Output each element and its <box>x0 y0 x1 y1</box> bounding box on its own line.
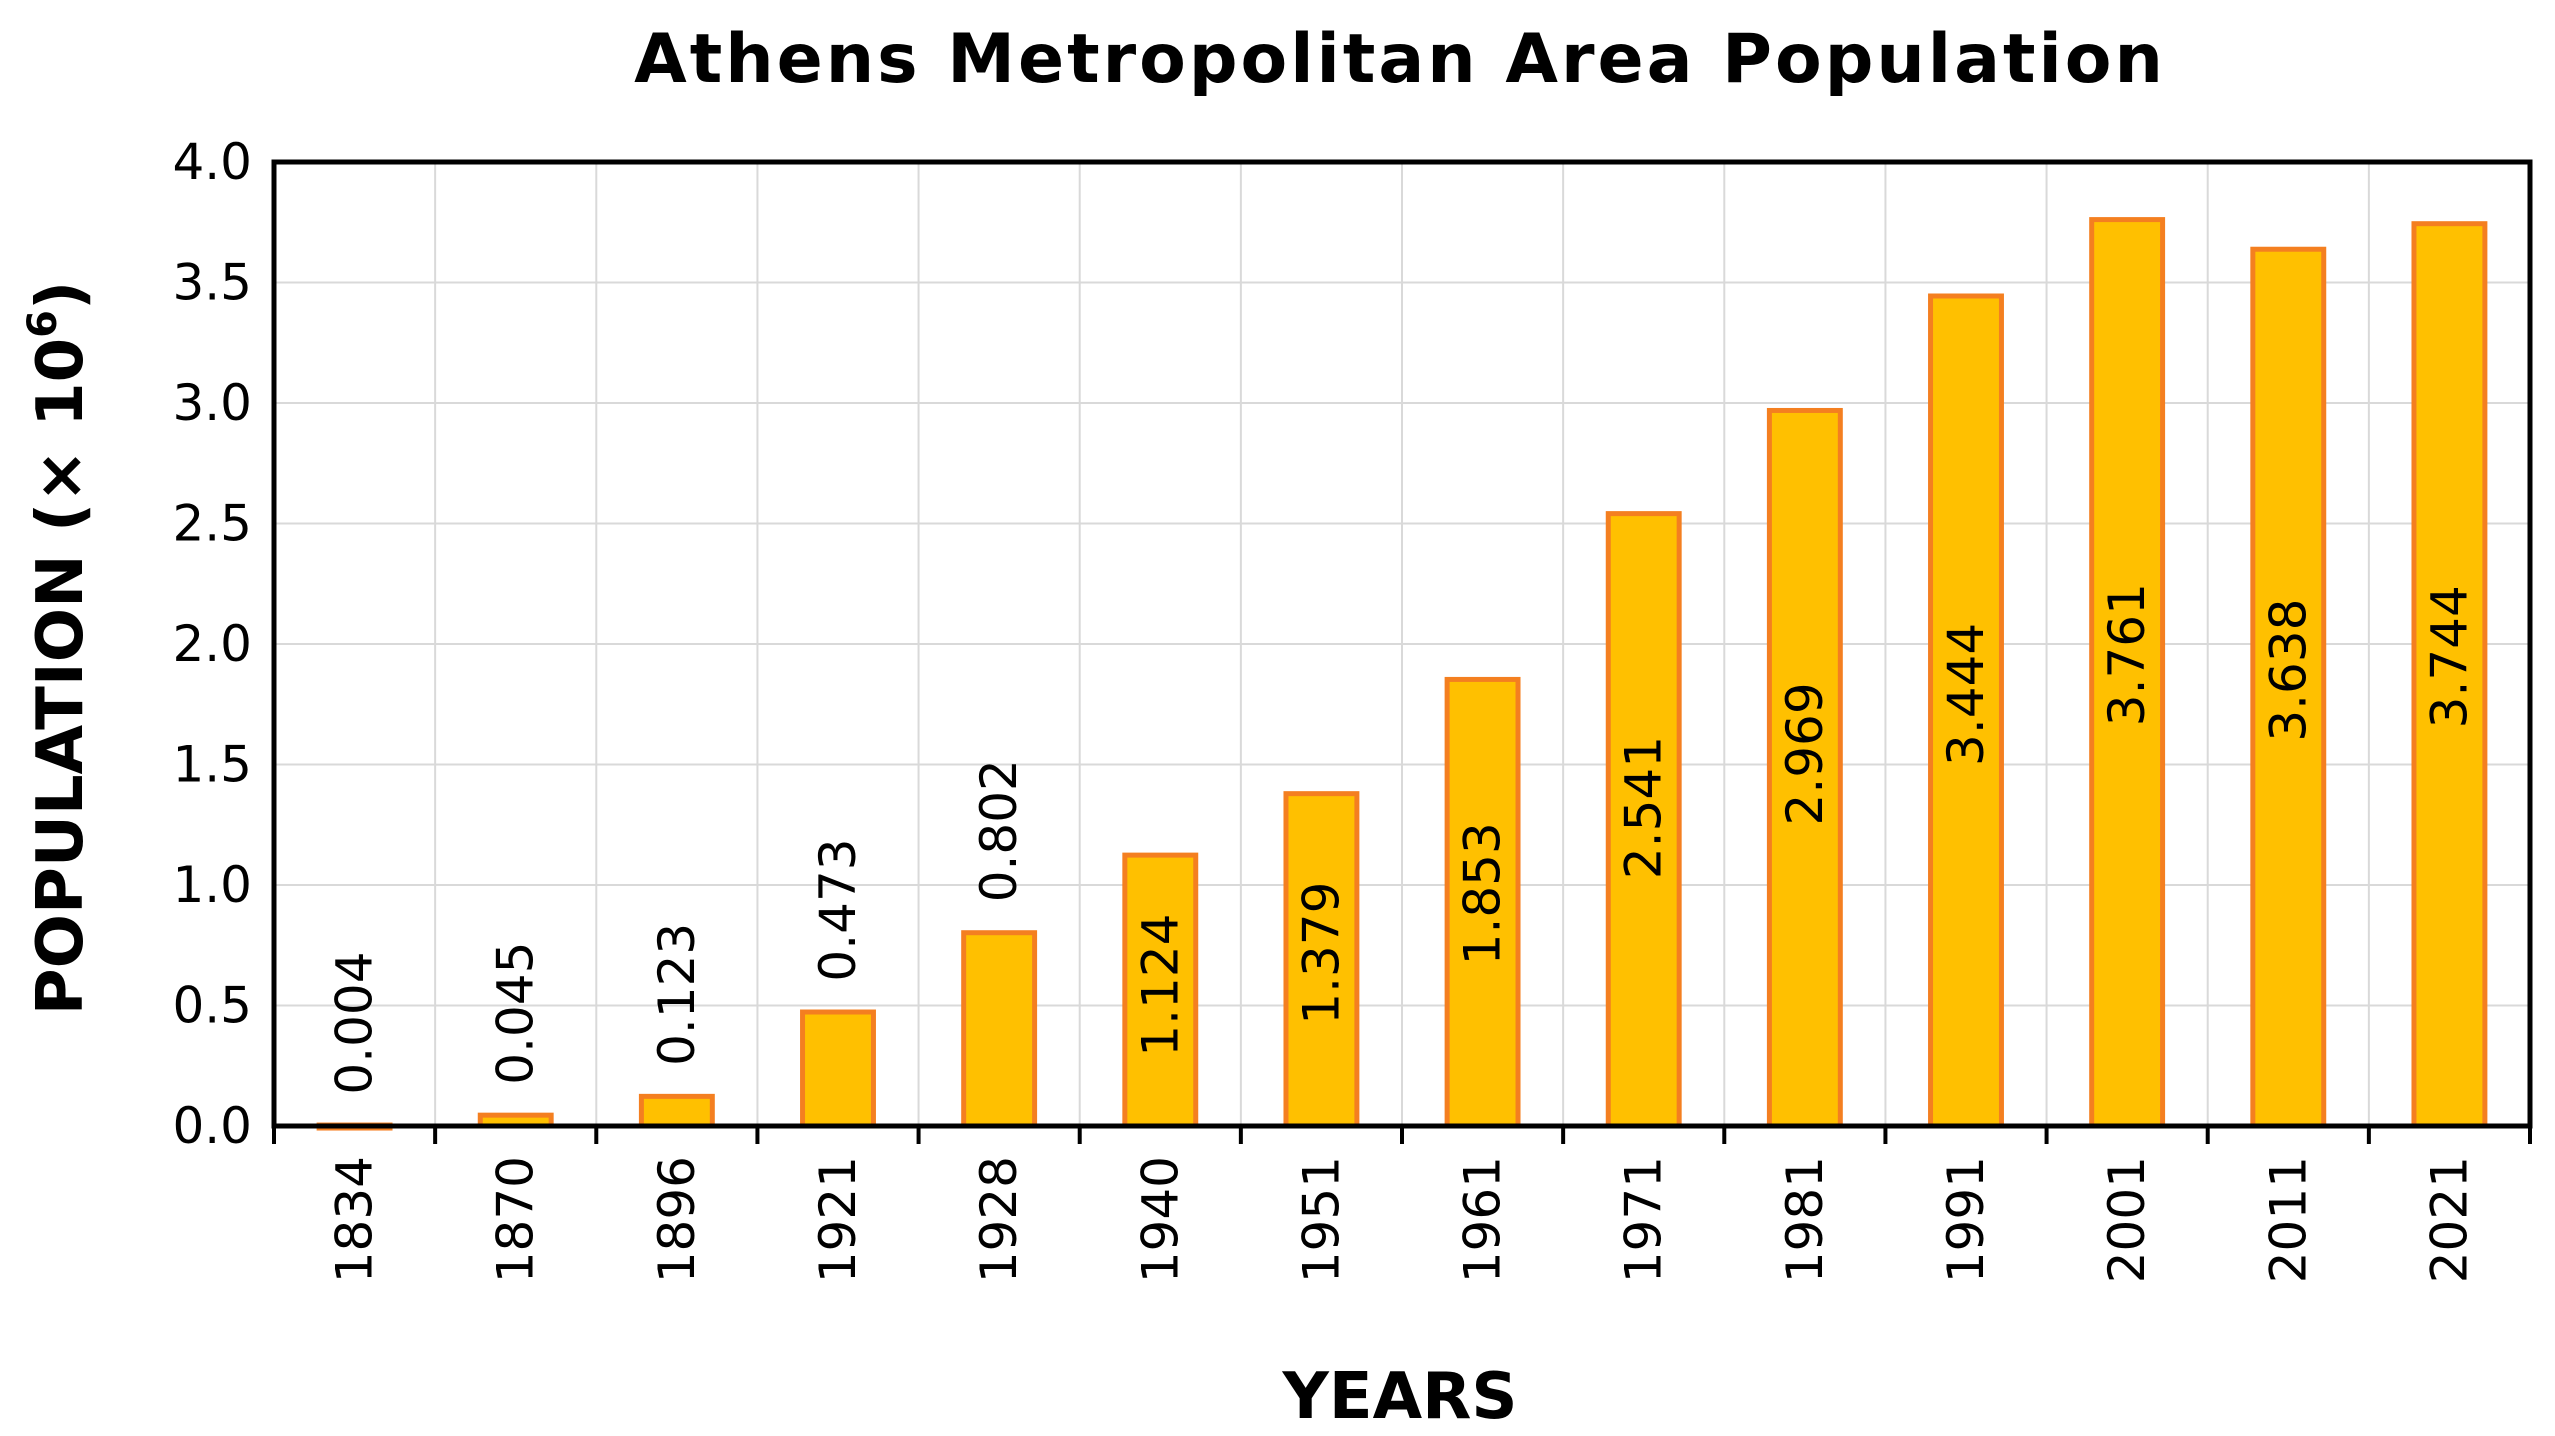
data-label: 0.123 <box>648 923 706 1066</box>
x-tick-label: 1971 <box>1615 1156 1673 1283</box>
y-tick-label: 4.0 <box>172 133 252 191</box>
data-label: 1.379 <box>1292 882 1350 1025</box>
y-axis-title: POPULATION (× 106) <box>20 281 98 1016</box>
x-tick-label: 1834 <box>326 1156 384 1283</box>
data-label: 2.969 <box>1776 682 1834 825</box>
y-tick-label: 0.5 <box>172 977 252 1035</box>
y-tick-label: 3.5 <box>172 254 252 312</box>
data-label: 1.124 <box>1131 914 1189 1057</box>
bar <box>961 930 1038 1129</box>
data-label: 2.541 <box>1615 736 1673 879</box>
y-tick-label: 1.5 <box>172 736 252 794</box>
bar <box>638 1093 715 1129</box>
bar <box>800 1009 876 1129</box>
y-tick-label: 3.0 <box>172 374 252 432</box>
y-tick-label: 2.0 <box>172 615 252 673</box>
bar <box>2411 221 2488 1129</box>
axes: 0.0 0.5 1.0 1.5 2.0 2.5 3.0 3.5 4.0 1834 1870 1896 1… <box>172 133 2532 1283</box>
data-label: 3.761 <box>2098 583 2156 726</box>
bars <box>316 217 2488 1131</box>
data-label: 3.444 <box>1937 623 1995 766</box>
plot-frame <box>271 159 2533 1129</box>
chart-title: Athens Metropolitan Area Population <box>634 20 2166 99</box>
x-tick-label: 1870 <box>487 1156 545 1283</box>
data-label: 3.638 <box>2259 599 2317 742</box>
bar <box>1928 293 2004 1129</box>
data-labels: 0.004 0.045 0.123 0.473 0.802 1.124 1.379 1.853… <box>326 583 2479 1095</box>
x-tick-label: 1991 <box>1937 1156 1995 1283</box>
bar <box>1122 852 1199 1129</box>
x-tick-label: 2001 <box>2098 1156 2156 1283</box>
bar <box>2250 246 2327 1129</box>
x-tick-label: 2011 <box>2259 1156 2317 1283</box>
data-label: 0.473 <box>809 838 867 981</box>
x-axis-title: YEARS <box>1282 1360 1518 1434</box>
x-tick-label: 1981 <box>1776 1156 1834 1283</box>
x-tick-label: 2021 <box>2420 1156 2478 1283</box>
x-tick-label: 1928 <box>970 1156 1028 1283</box>
y-tick-label: 0.0 <box>172 1097 252 1155</box>
data-label: 0.045 <box>487 942 545 1085</box>
y-axis-title-exponent: 6 <box>20 310 66 338</box>
y-tick-label: 1.0 <box>172 856 252 914</box>
data-label: 3.744 <box>2420 585 2478 728</box>
x-tick-label: 1951 <box>1292 1156 1350 1283</box>
grid <box>274 162 2530 1126</box>
data-label: 1.853 <box>1454 822 1512 965</box>
data-label: 0.004 <box>326 951 384 1094</box>
x-tick-label: 1921 <box>809 1156 867 1283</box>
x-tick-label: 1961 <box>1454 1156 1512 1283</box>
y-axis-title-main: POPULATION (× 10 <box>24 338 98 1015</box>
bar <box>1766 407 1843 1129</box>
y-tick-label: 2.5 <box>172 495 252 553</box>
data-label: 0.802 <box>970 759 1028 902</box>
y-axis-title-suffix: ) <box>24 281 98 310</box>
x-tick-label: 1940 <box>1131 1156 1189 1283</box>
bar <box>1444 676 1521 1129</box>
bar <box>2089 217 2166 1129</box>
x-tick-label: 1896 <box>648 1156 706 1283</box>
